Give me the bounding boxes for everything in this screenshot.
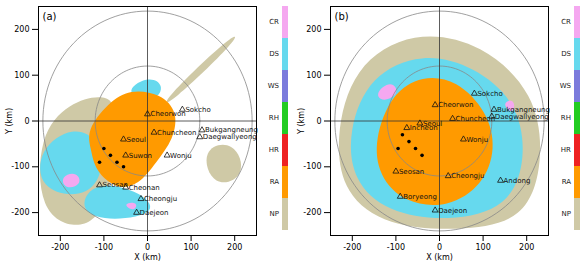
html-text:DS: DS [269,49,279,58]
svg-text:Incheon: Incheon [410,124,438,132]
svg-text:Suwon: Suwon [129,152,152,160]
html-text:CR: CR [269,17,279,26]
svg-text:-100: -100 [11,162,29,171]
html-text:RA: RA [269,177,279,186]
svg-text:Andong: Andong [504,177,531,185]
html-text:NP: NP [561,209,571,218]
html-text:RH: RH [560,113,571,122]
svg-text:0: 0 [437,243,442,252]
svg-text:-200: -200 [343,243,361,252]
svg-text:-200: -200 [51,243,69,252]
svg-text:200: 200 [306,25,321,34]
html-text:CR: CR [561,17,571,26]
svg-text:Y (km): Y (km) [297,108,306,135]
svg-text:200: 200 [14,25,29,34]
svg-text:Bukgangneung: Bukgangneung [205,126,258,135]
svg-text:Boryeong: Boryeong [403,193,437,201]
svg-text:0: 0 [145,243,150,252]
svg-text:Wonju: Wonju [170,152,192,160]
svg-text:Daegwallyeong: Daegwallyeong [495,113,549,121]
svg-text:Wonju: Wonju [466,136,488,144]
svg-text:Sokcho: Sokcho [185,106,210,114]
svg-text:100: 100 [306,71,321,80]
svg-text:Chuncheon: Chuncheon [157,129,197,137]
svg-text:Y (km): Y (km) [5,108,14,135]
svg-text:Daejeon: Daejeon [140,209,169,217]
svg-text:100: 100 [475,243,490,252]
svg-text:Cheongju: Cheongju [144,195,177,203]
svg-text:Daegwallyeong: Daegwallyeong [203,133,257,141]
svg-text:0: 0 [24,117,29,126]
svg-text:Sokcho: Sokcho [477,90,502,98]
html-text:RH: RH [268,113,279,122]
svg-text:Seosan: Seosan [103,181,128,189]
svg-text:-100: -100 [387,243,405,252]
svg-text:Bukgangneung: Bukgangneung [497,105,550,114]
svg-text:-200: -200 [303,208,321,217]
svg-text:(b): (b) [335,11,349,22]
svg-text:(a): (a) [43,11,57,22]
svg-text:-100: -100 [95,243,113,252]
svg-text:Seoul: Seoul [127,136,146,144]
svg-text:Seosan: Seosan [399,168,424,176]
svg-text:Cheongju: Cheongju [451,172,484,180]
svg-text:200: 200 [227,243,242,252]
svg-text:Cheonan: Cheonan [129,184,160,192]
svg-text:Cheorwon: Cheorwon [438,101,473,109]
html-text:HR: HR [268,145,279,154]
svg-text:100: 100 [14,71,29,80]
svg-text:0: 0 [316,117,321,126]
html-text:RA: RA [561,177,571,186]
html-text:DS: DS [561,49,571,58]
svg-text:200: 200 [519,243,534,252]
svg-text:Chuncheon: Chuncheon [456,115,496,123]
svg-text:Cheorwon: Cheorwon [151,110,186,118]
svg-text:-200: -200 [11,208,29,217]
html-text:WS: WS [559,81,571,90]
svg-text:Daejeon: Daejeon [438,207,467,215]
html-text:HR: HR [560,145,571,154]
svg-text:X (km): X (km) [426,253,453,262]
svg-text:100: 100 [183,243,198,252]
html-text:NP: NP [269,209,279,218]
svg-text:X (km): X (km) [134,253,161,262]
html-text:WS: WS [267,81,279,90]
svg-text:-100: -100 [303,162,321,171]
